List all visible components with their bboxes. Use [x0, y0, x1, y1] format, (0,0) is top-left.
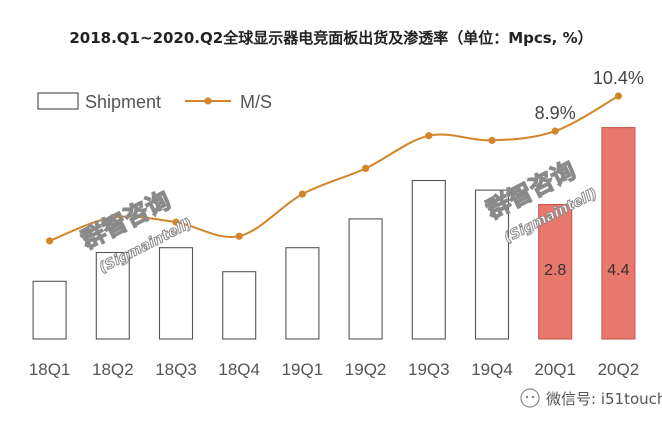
- bar-19Q2: [348, 218, 383, 340]
- ms-point-18Q4: [235, 232, 243, 240]
- x-tick-19Q1: 19Q1: [282, 360, 324, 379]
- legend: Shipment M/S: [37, 92, 272, 112]
- ms-point-19Q4: [488, 136, 496, 144]
- x-tick-19Q3: 19Q3: [408, 360, 450, 379]
- ms-label-20Q1: 8.9%: [535, 103, 576, 123]
- bar-18Q3: [158, 247, 194, 340]
- legend-ms-marker: [204, 97, 212, 105]
- ms-point-19Q2: [362, 164, 370, 172]
- ms-line: [49, 95, 619, 242]
- legend-ms-label: M/S: [240, 92, 272, 112]
- bar-label-20Q1: 2.8: [544, 262, 566, 279]
- ms-point-20Q1: [551, 127, 559, 135]
- x-tick-20Q1: 20Q1: [534, 360, 576, 379]
- ms-point-20Q2: [614, 92, 623, 100]
- x-tick-18Q3: 18Q3: [155, 360, 197, 379]
- x-tick-20Q2: 20Q2: [598, 360, 640, 379]
- bar-label-20Q2: 4.4: [607, 262, 629, 279]
- x-tick-19Q2: 19Q2: [345, 360, 387, 379]
- bar-19Q1: [285, 247, 320, 340]
- bar-20Q1: [538, 203, 573, 340]
- ms-point-19Q3: [425, 132, 433, 140]
- line-series: [46, 92, 623, 245]
- ms-point-18Q1: [46, 237, 54, 245]
- bars: [32, 127, 636, 340]
- wechat-icon: [520, 388, 540, 408]
- x-axis-ticks: 18Q1 18Q2 18Q3 18Q4 19Q1 19Q2 19Q3 19Q4 20Q1 20Q2: [29, 360, 639, 379]
- x-tick-19Q4: 19Q4: [471, 360, 513, 379]
- footer: 微信号: i51touch: [520, 388, 662, 408]
- x-tick-18Q2: 18Q2: [92, 360, 134, 379]
- ms-point-19Q1: [298, 190, 306, 198]
- ms-label-20Q2: 10.4%: [593, 68, 644, 88]
- legend-shipment-label: Shipment: [85, 92, 161, 112]
- bar-18Q1: [32, 280, 67, 340]
- legend-shipment-swatch: [37, 92, 79, 110]
- x-tick-18Q1: 18Q1: [29, 360, 71, 379]
- ms-point-18Q3: [172, 218, 180, 226]
- line-labels: 8.9% 10.4%: [535, 68, 644, 123]
- bar-19Q4: [474, 189, 510, 340]
- footer-text: 微信号: i51touch: [546, 390, 662, 408]
- bar-18Q2: [95, 251, 130, 340]
- bar-19Q3: [411, 179, 446, 340]
- bar-18Q4: [222, 271, 257, 340]
- ms-point-18Q2: [109, 213, 117, 222]
- chart-title: 2018.Q1~2020.Q2全球显示器电竞面板出货及渗透率（单位：Mpcs, …: [69, 29, 592, 47]
- x-tick-18Q4: 18Q4: [218, 360, 260, 379]
- bar-labels: 2.8 4.4: [544, 262, 630, 279]
- bar-20Q2: [601, 127, 636, 340]
